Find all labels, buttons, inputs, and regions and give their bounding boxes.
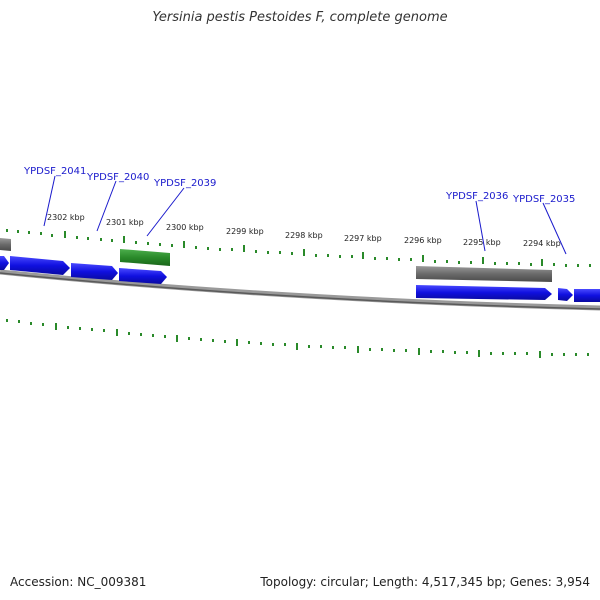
gene-ypdsf-2035[interactable] xyxy=(416,285,552,300)
gene-forward-right-1[interactable] xyxy=(558,288,573,301)
gene-label-ypdsf-2035[interactable]: YPDSF_2035 xyxy=(512,194,575,205)
gene-forward-1[interactable] xyxy=(0,256,9,270)
kbp-label-2298: 2298 kbp xyxy=(285,231,323,240)
upper-tick-track xyxy=(6,229,591,267)
gene-ypdsf-2039-forward[interactable] xyxy=(119,268,167,284)
lower-tick-track xyxy=(6,319,589,358)
gene-label-ypdsf-2036[interactable]: YPDSF_2036 xyxy=(445,191,508,202)
genome-backbone xyxy=(0,269,600,311)
genome-summary-text: Topology: circular; Length: 4,517,345 bp… xyxy=(260,575,590,589)
gene-label-ypdsf-2039[interactable]: YPDSF_2039 xyxy=(153,178,216,189)
kbp-label-2301: 2301 kbp xyxy=(106,218,144,227)
genome-backbone-shadow xyxy=(0,272,600,310)
gene-ypdsf-2039[interactable] xyxy=(120,249,170,266)
kbp-label-2295: 2295 kbp xyxy=(463,238,501,247)
gene-ypdsf-2036[interactable] xyxy=(416,266,552,282)
map-title: Yersinia pestis Pestoides F, complete ge… xyxy=(152,10,448,25)
gene-forward-right-2[interactable] xyxy=(574,289,600,302)
gene-label-leaders xyxy=(43,175,567,255)
kbp-label-2299: 2299 kbp xyxy=(226,227,264,236)
accession-text: Accession: NC_009381 xyxy=(10,575,147,589)
gene-reverse-gray-left[interactable] xyxy=(0,238,11,251)
gene-ypdsf-2040[interactable] xyxy=(71,263,118,280)
kbp-label-2300: 2300 kbp xyxy=(166,223,204,232)
kbp-label-2294: 2294 kbp xyxy=(523,239,561,248)
gene-ypdsf-2041[interactable] xyxy=(10,256,70,275)
gene-label-ypdsf-2041[interactable]: YPDSF_2041 xyxy=(23,166,86,177)
kbp-label-2297: 2297 kbp xyxy=(344,234,382,243)
kbp-label-2296: 2296 kbp xyxy=(404,236,442,245)
gene-label-ypdsf-2040[interactable]: YPDSF_2040 xyxy=(86,172,149,183)
kbp-label-2302: 2302 kbp xyxy=(47,213,85,222)
